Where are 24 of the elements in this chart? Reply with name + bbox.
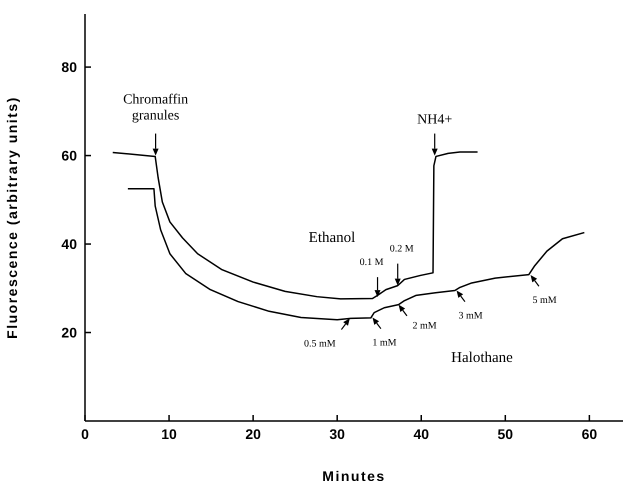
x-tick-label: 40 — [413, 426, 430, 442]
x-axis-title: Minutes — [322, 468, 386, 481]
annotation: 1 mM — [372, 337, 397, 348]
x-tick-label: 10 — [161, 426, 178, 442]
annotation: 5 mM — [532, 295, 557, 306]
annotation: 0.5 mM — [304, 338, 336, 350]
annotation: Halothane — [451, 350, 514, 366]
y-tick-label: 80 — [61, 59, 78, 76]
annotation: Ethanol — [308, 230, 356, 246]
x-tick-label: 60 — [582, 426, 598, 442]
y-tick-label: 40 — [61, 236, 78, 252]
y-tick-label: 60 — [61, 148, 78, 164]
annotation: 3 mM — [458, 310, 483, 322]
x-tick-label: 20 — [245, 426, 262, 442]
y-tick-label: 20 — [61, 324, 78, 340]
x-tick-label: 50 — [498, 426, 514, 442]
annotation: NH4+ — [417, 112, 452, 128]
annotation: 2 mM — [412, 320, 437, 332]
x-tick-label: 0 — [81, 426, 90, 442]
x-tick-label: 30 — [329, 426, 346, 442]
annotation: 0.2 M — [390, 244, 414, 255]
y-axis-title: Fluorescence (arbitrary units) — [4, 96, 20, 339]
annotation: 0.1 M — [360, 257, 384, 268]
annotation: Chromaffin granules — [123, 92, 188, 124]
